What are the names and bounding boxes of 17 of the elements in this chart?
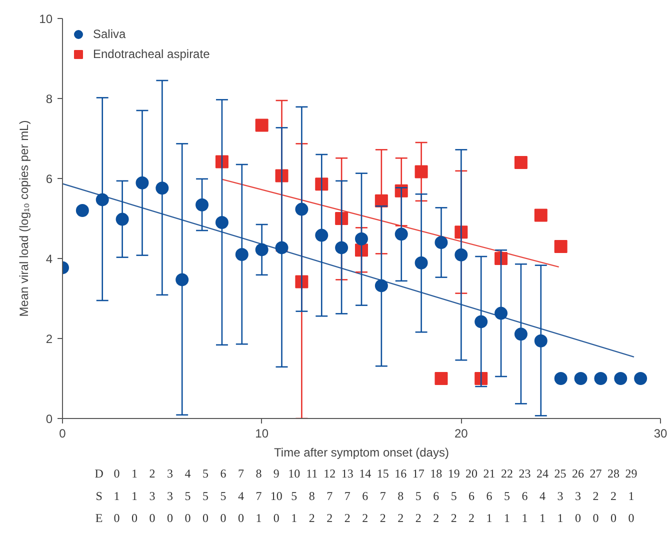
y-tick-label: 10 (39, 12, 53, 26)
legend-label: Saliva (93, 27, 126, 41)
text: E 0 0 0 0 0 0 0 0 1 0 1 2 2 2 2 2 2 2 2 2 2 1 1 1 1 1 0 0 0 0 (95, 510, 634, 525)
x-tick-label: 0 (59, 426, 66, 440)
y-tick-label: 2 (46, 332, 53, 346)
legend-label: Endotracheal aspirate (93, 47, 210, 61)
y-tick-label: 4 (46, 252, 53, 266)
y-tick-label: 0 (46, 412, 53, 426)
y-axis-title: Mean viral load (log₁₀ copies per mL) (17, 120, 32, 317)
y-tick-label: 8 (46, 92, 53, 106)
x-tick-label: 30 (654, 426, 668, 440)
text: D 0 1 2 3 4 5 6 7 8 9 10 11 12 13 14 15 16 17 18 19 20 21 22 23 24 25 26 27 28 29 (94, 466, 638, 481)
x-tick-label: 20 (454, 426, 468, 440)
x-axis-title: Time after symptom onset (days) (274, 446, 449, 460)
y-tick-label: 6 (46, 172, 53, 186)
text: S 1 1 3 3 5 5 5 4 7 10 5 8 7 7 6 7 8 5 6 5 6 6 5 6 4 3 3 2 2 1 (96, 488, 634, 503)
x-tick-label: 10 (255, 426, 269, 440)
